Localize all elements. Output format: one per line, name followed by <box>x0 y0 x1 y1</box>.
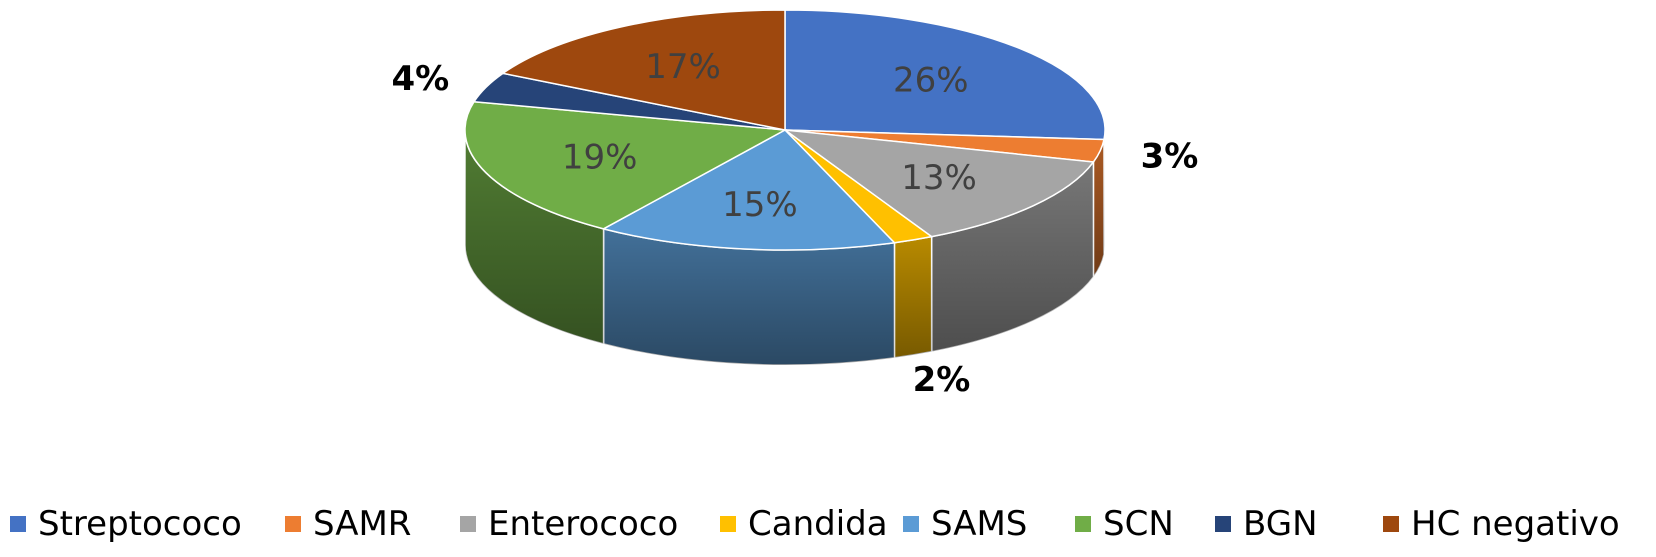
legend-item-scn: SCN <box>1075 494 1174 554</box>
legend-item-candida: Candida <box>720 494 888 554</box>
data-label-hc-negativo: 17% <box>645 47 721 87</box>
legend-item-streptococo: Streptococo <box>10 494 242 554</box>
legend-label: Enterococo <box>488 504 679 544</box>
legend-label: BGN <box>1243 504 1318 544</box>
slice-side-shade-sams <box>603 228 895 365</box>
legend-swatch <box>903 516 919 532</box>
legend-swatch <box>10 516 26 532</box>
legend-swatch <box>1215 516 1231 532</box>
legend-swatch <box>1075 516 1091 532</box>
slice-side-shade-samr <box>1093 139 1104 277</box>
slice-scn <box>464 100 788 230</box>
pie-labels: 26% 3% 13% 2% 15% 19% 4% 17% <box>391 47 1198 400</box>
data-label-sams: 15% <box>722 185 798 225</box>
slice-side-shade-candida <box>894 236 932 358</box>
slice-hc-negativo <box>501 9 786 131</box>
slice-enterococo <box>782 128 1095 238</box>
legend-item-bgn: BGN <box>1215 494 1318 554</box>
data-label-scn: 19% <box>562 138 638 178</box>
data-label-bgn: 4% <box>391 59 449 99</box>
legend-label: SAMS <box>931 504 1028 544</box>
data-label-samr: 3% <box>1141 136 1199 176</box>
legend-label: HC negativo <box>1411 504 1620 544</box>
pie-sides <box>464 129 1106 366</box>
data-label-enterococo: 13% <box>901 158 977 198</box>
pie-chart: 26% 3% 13% 2% 15% 19% 4% 17% <box>391 9 1198 400</box>
slice-side-shade-scn <box>465 130 604 344</box>
legend-swatch <box>285 516 301 532</box>
slice-streptococo <box>784 9 1106 141</box>
legend: Streptococo SAMR Enterococo Candida SAMS SCN B… <box>0 494 1656 554</box>
legend-swatch <box>1383 516 1399 532</box>
legend-label: Streptococo <box>38 504 242 544</box>
slice-side-shade-enterococo <box>931 161 1094 352</box>
legend-swatch <box>460 516 476 532</box>
legend-item-enterococo: Enterococo <box>460 494 678 554</box>
data-label-streptococo: 26% <box>893 61 969 101</box>
slice-sams <box>601 129 897 251</box>
data-label-candida: 2% <box>913 360 971 400</box>
legend-label: Candida <box>748 504 888 544</box>
legend-label: SAMR <box>313 504 412 544</box>
pie-tops <box>464 9 1106 251</box>
legend-item-samr: SAMR <box>285 494 411 554</box>
legend-item-hc-negativo: HC negativo <box>1383 494 1620 554</box>
legend-label: SCN <box>1103 504 1174 544</box>
legend-swatch <box>720 516 736 532</box>
legend-item-sams: SAMS <box>903 494 1027 554</box>
